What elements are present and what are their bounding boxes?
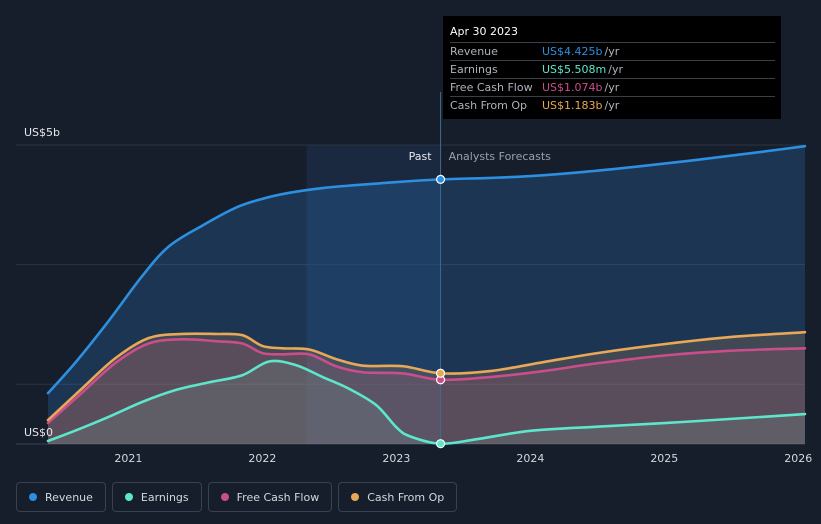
x-tick-label: 2023 xyxy=(382,452,410,465)
legend-label: Cash From Op xyxy=(367,490,445,504)
cash-from-op-dot-icon xyxy=(351,493,360,501)
tooltip-unit: /yr xyxy=(604,45,620,58)
legend-item-earnings[interactable]: Earnings xyxy=(111,482,202,512)
marker-point-revenue xyxy=(435,174,446,184)
tooltip-row-cash-from-op: Cash From Op US$1.183b /yr xyxy=(450,96,775,114)
legend-item-revenue[interactable]: Revenue xyxy=(16,482,106,512)
legend-label: Revenue xyxy=(45,490,93,504)
y-axis-bottom-label: US$0 xyxy=(24,426,53,439)
marker-point-earnings xyxy=(435,439,446,449)
tooltip-date: Apr 30 2023 xyxy=(450,25,519,38)
revenue-dot-icon xyxy=(29,493,37,501)
tooltip-row-revenue: Revenue US$4.425b /yr xyxy=(450,42,775,60)
x-tick-label: 2026 xyxy=(784,452,812,465)
tooltip-label: Revenue xyxy=(450,45,498,58)
past-region-highlight xyxy=(306,145,441,444)
tooltip-value: US$4.425b xyxy=(542,45,603,58)
legend-label: Earnings xyxy=(140,490,189,504)
past-label: Past xyxy=(409,150,433,163)
series-line-revenue xyxy=(46,144,807,395)
tooltip-row-earnings: Earnings US$5.508m /yr xyxy=(450,60,775,78)
marker-point-cash-from-op xyxy=(435,368,446,378)
earnings-dot-icon xyxy=(124,493,133,501)
legend-item-free-cash-flow[interactable]: Free Cash Flow xyxy=(207,482,333,512)
tooltip-value: US$5.508m xyxy=(542,63,607,76)
series-line-cash-from-op xyxy=(46,330,807,422)
legend-label: Free Cash Flow xyxy=(236,490,320,504)
forecast-label: Analysts Forecasts xyxy=(449,150,552,163)
tooltip-unit: /yr xyxy=(604,81,620,94)
tooltip-row-free-cash-flow: Free Cash Flow US$1.074b /yr xyxy=(450,78,775,96)
series-line-free-cash-flow xyxy=(46,337,807,425)
tooltip-value: US$1.183b xyxy=(542,99,603,112)
tooltip-label: Earnings xyxy=(450,63,498,76)
tooltip-unit: /yr xyxy=(608,63,623,76)
tooltip-unit: /yr xyxy=(604,99,620,112)
y-axis-top-label: US$5b xyxy=(24,126,60,139)
free-cash-flow-dot-icon xyxy=(220,493,229,501)
series-line-earnings xyxy=(46,359,807,446)
legend-item-cash-from-op[interactable]: Cash From Op xyxy=(338,482,458,512)
series-area-free-cash-flow xyxy=(48,339,805,444)
tooltip-label: Cash From Op xyxy=(450,99,528,112)
chart-legend: Revenue Earnings Free Cash Flow Cash Fro… xyxy=(16,482,458,512)
series-area-earnings xyxy=(48,360,805,444)
tooltip-label: Free Cash Flow xyxy=(450,81,533,94)
series-area-revenue xyxy=(48,146,805,445)
x-tick-label: 2021 xyxy=(114,452,142,465)
x-tick-label: 2025 xyxy=(650,452,678,465)
chart-tooltip: Apr 30 2023 Revenue US$4.425b /yr Earnin… xyxy=(443,16,781,119)
x-tick-label: 2022 xyxy=(248,452,276,465)
x-tick-label: 2024 xyxy=(516,452,544,465)
tooltip-value: US$1.074b xyxy=(542,81,603,94)
